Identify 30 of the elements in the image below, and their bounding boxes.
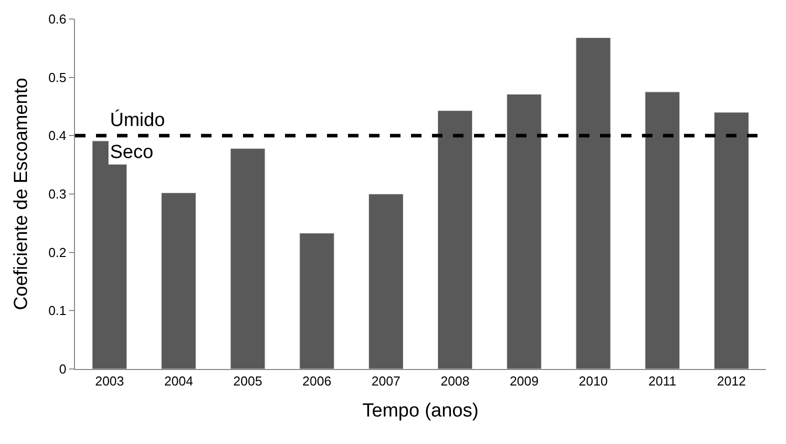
- bar: [161, 192, 196, 369]
- y-tick-label: 0.4: [48, 128, 66, 144]
- x-tick-label: 2004: [164, 374, 194, 389]
- y-tick-label: 0.2: [48, 244, 66, 260]
- x-tick-label: 2012: [716, 374, 746, 389]
- bar: [714, 112, 749, 369]
- bar: [644, 92, 680, 369]
- annotation: Seco: [110, 142, 154, 163]
- y-tick-label: 0: [59, 362, 66, 377]
- x-tick-label: 2010: [578, 374, 608, 389]
- x-tick-label: 2007: [371, 374, 400, 389]
- x-axis-title: Tempo (anos): [362, 400, 479, 422]
- bar: [576, 37, 611, 369]
- x-tick-label: 2008: [440, 374, 470, 389]
- bar: [299, 232, 334, 369]
- bar: [368, 194, 404, 369]
- bar: [506, 94, 542, 369]
- x-tick-label: 2011: [648, 374, 676, 389]
- x-tick-label: 2006: [302, 374, 332, 389]
- ref-line-label: Úmido: [110, 109, 165, 131]
- y-tick-label: 0.1: [48, 303, 66, 318]
- y-axis-title: Coeficiente de Escoamento: [11, 78, 32, 310]
- x-tick-label: 2003: [95, 374, 124, 389]
- x-tick-label: 2005: [233, 374, 262, 389]
- y-tick-label: 0.3: [48, 186, 66, 202]
- y-tick-label: 0.5: [48, 70, 66, 85]
- x-tick-label: 2009: [510, 374, 539, 389]
- bar: [438, 110, 473, 369]
- bar: [230, 148, 266, 369]
- y-tick-label: 0.6: [48, 12, 66, 27]
